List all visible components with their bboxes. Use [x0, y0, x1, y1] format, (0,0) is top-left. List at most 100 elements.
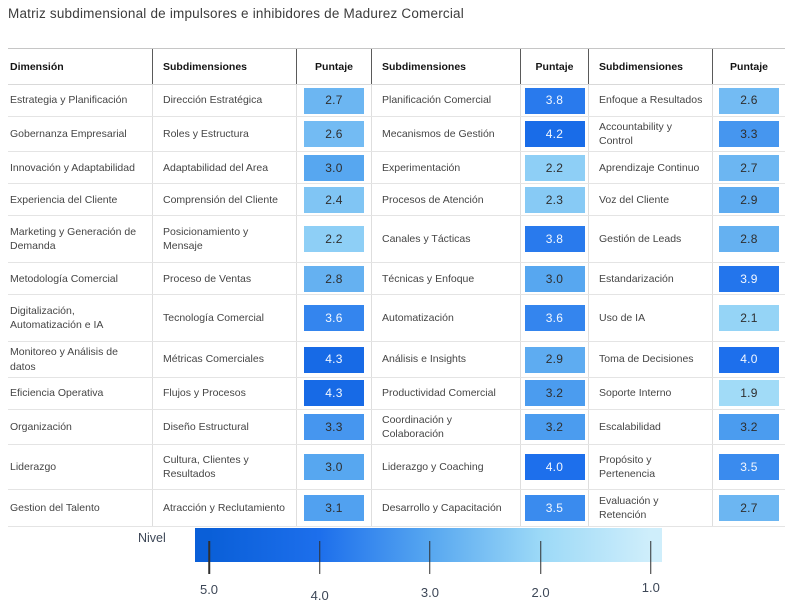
score-chip: 3.2 [524, 413, 585, 440]
subdimension-cell: Soporte Interno [588, 377, 712, 409]
score-cell: 3.0 [296, 445, 371, 490]
score-chip: 3.6 [304, 305, 364, 332]
score-cell: 3.1 [296, 490, 371, 527]
dimension-cell: Eficiencia Operativa [10, 387, 104, 400]
subdimension-cell: Voz del Cliente [588, 184, 712, 216]
subdimension-cell: Gestión de Leads [588, 216, 712, 263]
score-chip: 4.3 [304, 380, 364, 407]
score-chip: 2.1 [719, 305, 779, 332]
score-chip: 4.2 [524, 121, 585, 148]
legend-tick-label: 5.0 [199, 582, 219, 597]
dimension-cell: Liderazgo [10, 460, 57, 473]
score-cell: 4.3 [296, 377, 371, 409]
score-cell: 2.3 [520, 184, 588, 216]
score-chip: 2.3 [524, 186, 585, 213]
score-chip: 2.6 [719, 87, 779, 114]
score-chip: 3.3 [719, 121, 779, 148]
table-row: Marketing y Generación de Demanda Posicio… [8, 215, 785, 263]
dimension-cell: Innovación y Adaptabilidad [10, 161, 135, 174]
dimension-cell: Monitoreo y Análisis de datos [10, 346, 118, 373]
score-chip: 4.0 [524, 454, 585, 481]
score-chip: 3.0 [524, 265, 585, 292]
score-chip: 2.2 [304, 226, 364, 253]
score-chip: 3.5 [524, 495, 585, 522]
subdimension-cell: Tecnología Comercial [152, 295, 296, 342]
score-chip: 3.6 [524, 305, 585, 332]
subdimension-cell: Evaluación y Retención [588, 490, 712, 527]
score-chip: 2.7 [719, 495, 779, 522]
dimension-cell: Gestion del Talento [10, 501, 100, 514]
score-cell: 4.2 [520, 117, 588, 152]
score-cell: 2.9 [712, 184, 785, 216]
score-cell: 1.9 [712, 377, 785, 409]
score-cell: 2.6 [712, 85, 785, 116]
table-row: Monitoreo y Análisis de datos Métricas Co… [8, 341, 785, 377]
table-row: Eficiencia Operativa Flujos y Procesos 4.3… [8, 376, 785, 409]
score-cell: 2.2 [296, 216, 371, 263]
legend-label: Nivel [138, 531, 166, 545]
dimension-cell: Marketing y Generación de Demanda [10, 226, 137, 253]
legend-tick-mark [429, 541, 431, 574]
table-header-row: Dimensión Subdimensiones Puntaje Subdimensi… [8, 48, 785, 85]
page-title: Matriz subdimensional de impulsores e in… [8, 6, 464, 21]
score-chip: 3.8 [524, 87, 585, 114]
score-chip: 2.9 [524, 346, 585, 373]
score-cell: 3.2 [520, 377, 588, 409]
subdimension-cell: Adaptabilidad del Area [152, 152, 296, 184]
score-cell: 3.2 [520, 409, 588, 445]
legend-tick-label: 3.0 [420, 585, 439, 600]
score-cell: 3.0 [520, 263, 588, 295]
table-row: Gobernanza Empresarial Roles y Estructura… [8, 116, 785, 152]
legend-gradient-bar [195, 528, 662, 562]
score-chip: 3.0 [304, 154, 364, 181]
score-cell: 4.0 [520, 445, 588, 490]
subdimension-cell: Comprensión del Cliente [152, 184, 296, 216]
score-cell: 2.8 [712, 216, 785, 263]
subdimension-cell: Canales y Tácticas [371, 216, 520, 263]
subdimension-cell: Posicionamiento y Mensaje [152, 216, 296, 263]
score-cell: 3.3 [712, 117, 785, 152]
score-chip: 3.0 [304, 454, 364, 481]
score-chip: 1.9 [719, 380, 779, 407]
score-cell: 2.1 [712, 295, 785, 342]
score-chip: 3.8 [524, 226, 585, 253]
legend-tick-mark [318, 541, 321, 574]
table-row: Liderazgo Cultura, Clientes y Resultados 3… [8, 444, 785, 490]
legend-tick-label: 1.0 [641, 580, 660, 595]
score-cell: 2.7 [296, 85, 371, 116]
score-cell: 4.0 [712, 342, 785, 377]
score-cell: 3.9 [712, 263, 785, 295]
header-cell: Dimensión [10, 60, 64, 73]
score-chip: 3.5 [719, 454, 779, 481]
header-cell: Subdimensiones [588, 49, 712, 84]
table-row: Metodología Comercial Proceso de Ventas 2.… [8, 262, 785, 295]
score-cell: 2.7 [712, 152, 785, 184]
dimension-cell: Digitalización, Automatización e IA [10, 305, 104, 332]
score-chip: 4.3 [304, 346, 364, 373]
subdimension-cell: Liderazgo y Coaching [371, 445, 520, 490]
level-legend: Nivel 5.0 4.0 3.0 2.0 1.0 [0, 524, 790, 609]
subdimension-cell: Automatización [371, 295, 520, 342]
score-cell: 3.2 [712, 409, 785, 445]
subdimension-cell: Aprendizaje Continuo [588, 152, 712, 184]
subdimension-cell: Mecanismos de Gestión [371, 117, 520, 152]
dimension-cell: Gobernanza Empresarial [10, 128, 127, 141]
score-cell: 3.6 [520, 295, 588, 342]
score-chip: 3.2 [719, 413, 779, 440]
subdimension-cell: Toma de Decisiones [588, 342, 712, 377]
subdimension-cell: Accountability y Control [588, 117, 712, 152]
subdimension-cell: Atracción y Reclutamiento [152, 490, 296, 527]
subdimension-cell: Desarrollo y Capacitación [371, 490, 520, 527]
subdimension-cell: Coordinación y Colaboración [371, 409, 520, 445]
subdimension-cell: Diseño Estructural [152, 409, 296, 445]
score-cell: 3.0 [296, 152, 371, 184]
header-cell: Puntaje [520, 49, 588, 84]
score-cell: 4.3 [296, 342, 371, 377]
subdimension-cell: Escalabilidad [588, 409, 712, 445]
table-row: Experiencia del Cliente Comprensión del C… [8, 183, 785, 216]
table-row: Innovación y Adaptabilidad Adaptabilidad … [8, 151, 785, 184]
subdimension-cell: Uso de IA [588, 295, 712, 342]
score-chip: 2.8 [719, 226, 779, 253]
header-cell: Puntaje [296, 49, 371, 84]
score-cell: 2.8 [296, 263, 371, 295]
